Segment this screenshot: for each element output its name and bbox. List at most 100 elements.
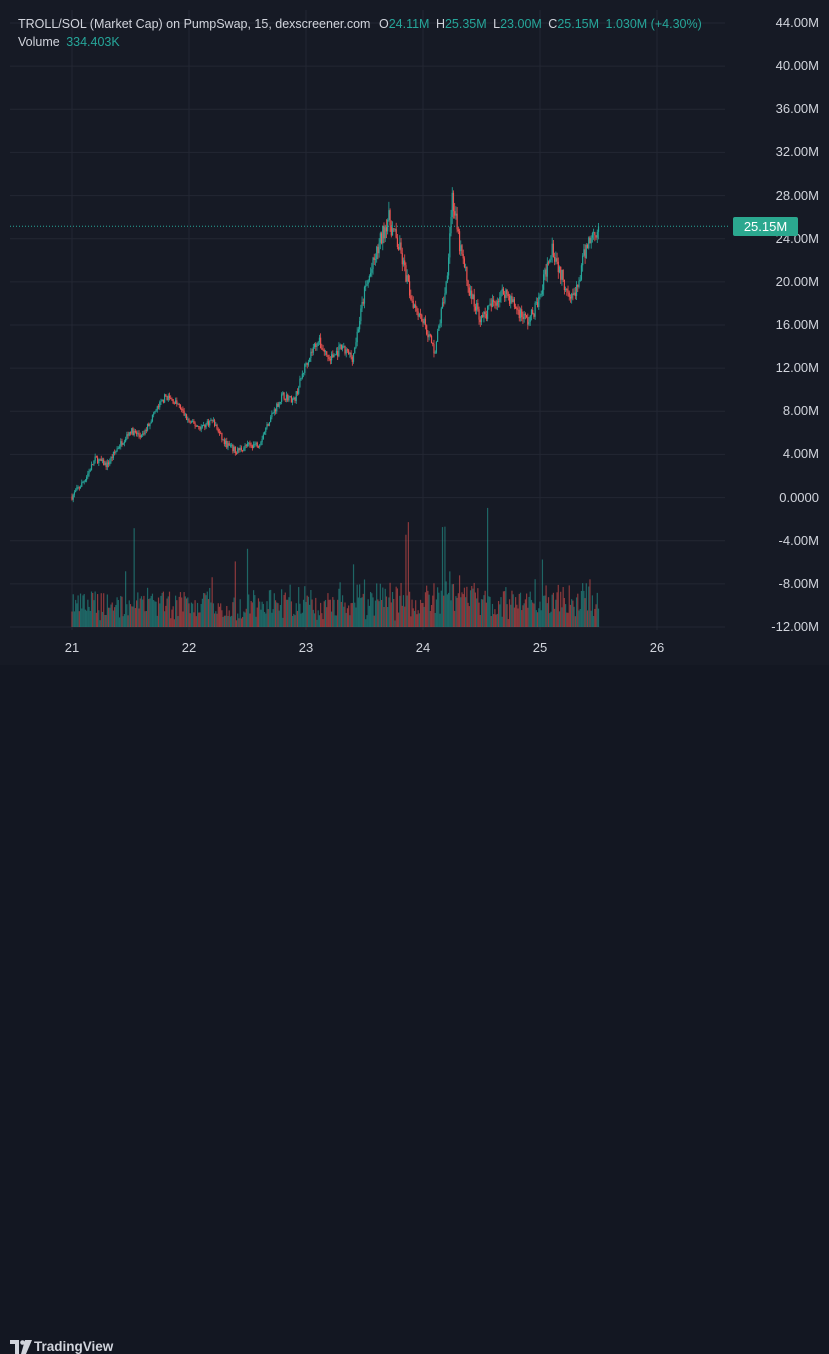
candle-body xyxy=(484,311,486,315)
volume-bar xyxy=(528,596,530,627)
volume-bar xyxy=(419,599,422,627)
candle-body xyxy=(439,323,441,326)
volume-bar xyxy=(476,598,478,627)
volume-bar xyxy=(87,599,89,627)
volume-bar xyxy=(350,603,352,627)
volume-bar xyxy=(274,600,277,627)
volume-bar xyxy=(334,615,336,627)
candle-body xyxy=(165,394,167,396)
candle-body xyxy=(266,424,268,428)
volume-bar xyxy=(143,595,145,627)
candle-body xyxy=(73,492,76,495)
volume-bar xyxy=(512,594,514,627)
candle-body xyxy=(210,419,212,421)
candle-body xyxy=(513,299,516,307)
volume-bar xyxy=(183,592,185,627)
high-label: H xyxy=(435,17,445,31)
volume-bar xyxy=(422,602,424,627)
candle-body xyxy=(530,309,533,316)
candle-body xyxy=(223,439,225,444)
volume-bar xyxy=(508,599,511,627)
volume-bar xyxy=(216,613,218,627)
candle-body xyxy=(590,237,592,244)
volume-bar xyxy=(377,599,379,627)
candle-body xyxy=(496,301,498,306)
candle-body xyxy=(550,255,552,260)
y-tick-label: 40.00M xyxy=(775,58,819,74)
candle-body xyxy=(571,293,573,299)
candle-body xyxy=(491,299,494,307)
volume-bar xyxy=(259,601,261,627)
candle-body xyxy=(148,423,150,427)
volume-bar xyxy=(320,602,322,627)
candle-body xyxy=(107,462,110,465)
candle-body xyxy=(561,269,563,280)
candle-body xyxy=(343,345,345,347)
volume-bar xyxy=(151,593,154,627)
candle-body xyxy=(174,400,177,404)
candle-body xyxy=(330,354,333,361)
candle-body xyxy=(377,246,379,254)
volume-bar xyxy=(276,602,278,627)
volume-bar xyxy=(282,617,284,627)
candle-body xyxy=(419,313,422,315)
volume-bar xyxy=(466,586,468,627)
volume-bar xyxy=(395,586,397,627)
volume-bar xyxy=(496,613,498,627)
candle-body xyxy=(546,262,548,277)
candle-body xyxy=(555,258,557,262)
volume-bar xyxy=(391,591,394,627)
volume-bar xyxy=(220,603,222,627)
candle-body xyxy=(207,421,210,426)
candle-body xyxy=(371,269,373,273)
candle-body xyxy=(495,302,497,306)
tradingview-logo-icon[interactable] xyxy=(10,1340,32,1354)
volume-bar xyxy=(329,599,331,627)
price-chart[interactable] xyxy=(10,10,729,635)
volume-bar xyxy=(260,609,262,627)
candle-body xyxy=(114,451,116,453)
volume-bar xyxy=(551,594,553,627)
candle-body xyxy=(451,192,453,217)
volume-bar xyxy=(468,606,470,627)
volume-bar xyxy=(79,593,82,627)
tradingview-brand[interactable]: TradingView xyxy=(34,1339,114,1354)
x-tick-label: 24 xyxy=(415,640,431,655)
candle-body xyxy=(538,296,540,308)
chart-area[interactable] xyxy=(0,0,829,665)
volume-bar xyxy=(533,603,535,627)
candle-body xyxy=(572,293,574,295)
candle-body xyxy=(372,257,374,270)
candle-body xyxy=(153,413,155,415)
candle-body xyxy=(290,396,292,403)
candle-body xyxy=(159,402,161,408)
volume-bar xyxy=(573,606,575,627)
candle-body xyxy=(190,421,193,423)
candle-body xyxy=(575,284,578,296)
candle-body xyxy=(406,275,408,282)
volume-bar xyxy=(523,603,525,627)
candle-body xyxy=(81,482,83,487)
volume-bar xyxy=(406,595,408,627)
volume-bar xyxy=(363,579,366,627)
candle-body xyxy=(168,395,171,398)
candle-body xyxy=(95,456,97,458)
candle-body xyxy=(383,225,385,239)
candle-body xyxy=(231,444,233,446)
candle-body xyxy=(443,302,445,304)
candle-body xyxy=(271,413,273,418)
volume-bar xyxy=(411,599,413,627)
candle-body xyxy=(557,261,559,273)
candle-body xyxy=(466,267,468,281)
candle-body xyxy=(309,358,311,362)
candle-body xyxy=(103,459,105,466)
candle-body xyxy=(341,346,344,349)
candle-body xyxy=(465,267,467,268)
candle-body xyxy=(84,480,87,482)
candle-body xyxy=(338,345,340,357)
candle-body xyxy=(320,337,322,349)
candle-body xyxy=(410,295,412,300)
candle-body xyxy=(161,399,163,402)
volume-bar xyxy=(122,616,124,627)
candle-body xyxy=(201,425,204,427)
